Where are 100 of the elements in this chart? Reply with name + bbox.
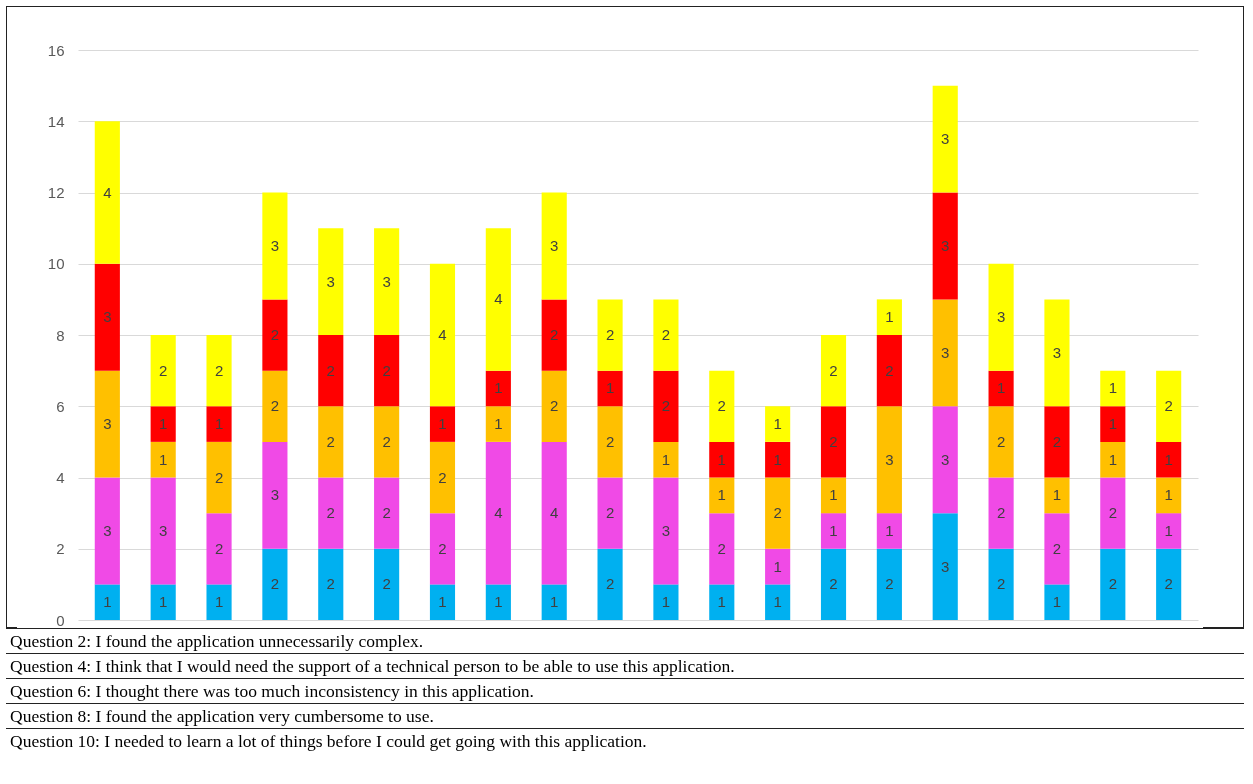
bar	[541, 192, 567, 300]
bar	[988, 548, 1014, 620]
data-label: 2	[438, 539, 447, 557]
bar	[709, 584, 735, 620]
data-label: 3	[661, 521, 671, 539]
bar	[876, 335, 902, 407]
y-tick-label: 2	[56, 540, 65, 558]
bar	[374, 335, 400, 407]
data-label: 3	[885, 450, 894, 468]
text: Question 4: I think that I would need the support of a technical person to be able to use this application.	[6, 653, 1244, 678]
bar	[150, 477, 176, 585]
bar	[485, 441, 511, 585]
data-label: 2	[829, 361, 838, 379]
data-label: 2	[605, 326, 615, 343]
data-label: 1	[1108, 415, 1117, 433]
data-label: 1	[550, 593, 559, 611]
bar	[988, 406, 1014, 478]
data-label: 2	[773, 504, 782, 522]
data-label: 2	[270, 575, 280, 593]
data-label: 3	[941, 557, 950, 575]
data-label: 1	[1052, 486, 1062, 504]
bar	[820, 477, 847, 514]
bar	[1044, 584, 1070, 620]
bar	[429, 263, 456, 407]
data-label: 3	[941, 450, 950, 468]
text: Question 10: I needed to learn a lot of things before I could get going with this application.	[6, 728, 1244, 753]
bar	[1044, 477, 1070, 514]
data-label: 2	[550, 326, 559, 343]
data-label: 2	[550, 397, 559, 415]
bar	[876, 299, 902, 335]
data-label: 2	[661, 326, 671, 343]
data-label: 3	[996, 308, 1006, 326]
data-label: 2	[438, 468, 447, 486]
bar	[988, 477, 1014, 549]
data-label: 2	[1108, 575, 1117, 593]
bar	[485, 406, 511, 442]
bar	[1156, 370, 1182, 442]
data-label: 2	[382, 575, 391, 593]
data-label: 1	[159, 415, 168, 433]
bar	[1156, 441, 1182, 478]
bar	[1156, 548, 1182, 620]
bar	[1156, 513, 1182, 549]
data-label: 1	[773, 557, 782, 575]
bar	[262, 548, 288, 620]
data-label: 4	[438, 326, 447, 343]
bar	[541, 299, 567, 371]
bar	[318, 477, 344, 549]
data-label: 2	[214, 539, 224, 557]
data-label: 1	[996, 379, 1006, 397]
bar	[1044, 406, 1070, 478]
data-label: 1	[214, 593, 224, 611]
data-label: 3	[382, 272, 391, 290]
data-label: 2	[996, 432, 1006, 450]
data-label: 3	[326, 272, 335, 290]
bar	[932, 85, 958, 193]
bar	[318, 228, 344, 335]
data-label: 2	[829, 575, 838, 593]
bar	[150, 441, 176, 478]
bar	[820, 406, 847, 478]
bar	[429, 406, 456, 442]
data-label: 4	[550, 504, 559, 522]
data-label: 2	[885, 575, 894, 593]
bar	[765, 477, 791, 549]
data-label: 2	[382, 361, 391, 379]
bar	[429, 441, 456, 514]
bar	[1100, 370, 1126, 407]
data-label: 2	[1052, 432, 1062, 450]
data-label: 3	[103, 308, 112, 326]
bar	[709, 477, 735, 514]
data-label: 2	[996, 504, 1006, 522]
data-label: 3	[103, 521, 112, 539]
data-label: 1	[773, 450, 782, 468]
data-label: 1	[885, 308, 894, 326]
bar	[262, 441, 288, 549]
bar	[1100, 441, 1126, 478]
data-label: 1	[1164, 521, 1173, 539]
bar	[932, 513, 958, 620]
data-label: 2	[1108, 504, 1117, 522]
bar	[206, 335, 232, 407]
bar	[485, 584, 511, 620]
data-label: 2	[326, 361, 335, 379]
data-label: 2	[326, 575, 335, 593]
bar	[94, 121, 120, 264]
data-label: 2	[661, 397, 671, 415]
bar	[94, 584, 120, 620]
y-tick-label: 14	[47, 112, 65, 130]
bar	[876, 548, 902, 620]
data-label: 2	[717, 397, 726, 415]
bar	[150, 406, 176, 442]
bar	[820, 548, 847, 620]
data-label: 2	[717, 539, 726, 557]
bar	[541, 584, 567, 620]
bar	[765, 584, 791, 620]
data-label: 2	[214, 361, 224, 379]
bar	[876, 406, 902, 514]
data-label: 1	[438, 593, 447, 611]
bar	[262, 370, 288, 442]
bar	[485, 228, 511, 371]
data-label: 4	[494, 290, 503, 308]
data-label: 3	[1052, 343, 1062, 361]
